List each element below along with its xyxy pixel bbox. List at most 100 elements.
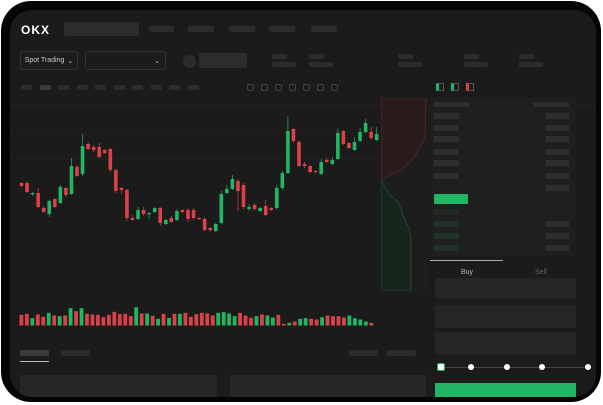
orderbook-layout-bids-icon[interactable] <box>451 83 459 91</box>
candle-body <box>102 150 107 153</box>
candle-body <box>25 183 29 192</box>
volume-bar <box>336 316 341 326</box>
last-price[interactable] <box>434 194 468 204</box>
volume-bar <box>178 313 182 326</box>
volume-bar <box>352 318 357 326</box>
depth-chart <box>381 98 429 291</box>
timeframe-button[interactable] <box>95 85 106 90</box>
candle-body <box>236 181 240 191</box>
app-screen: OKX Spot Trading ⌄ ⌄ Buy Sell <box>10 10 596 397</box>
timeframe-button[interactable] <box>76 85 88 90</box>
volume-bar <box>52 315 57 326</box>
bid-price <box>434 233 459 239</box>
nav-item[interactable] <box>149 26 174 32</box>
candle-body <box>186 210 190 219</box>
volume-bar <box>276 314 281 326</box>
timeframe-button[interactable] <box>21 85 32 90</box>
volume-bar <box>85 313 89 326</box>
chevron-down-icon: ⌄ <box>154 57 160 65</box>
slider-stop-0[interactable] <box>437 363 445 371</box>
settings-icon[interactable] <box>317 84 324 91</box>
amount-input[interactable] <box>435 305 576 328</box>
candle-body <box>80 146 85 174</box>
pair-selector[interactable]: ⌄ <box>85 51 166 70</box>
nav-item[interactable] <box>311 26 337 32</box>
volume-bar <box>232 316 237 326</box>
candle-body <box>341 131 346 144</box>
candle-body <box>47 201 52 214</box>
candle-body <box>352 142 357 150</box>
ask-amount <box>546 173 569 179</box>
candle-body <box>197 218 201 220</box>
orders-panel <box>20 375 217 397</box>
filter-button[interactable] <box>387 350 416 356</box>
buy-tab-underline <box>430 260 503 261</box>
tab-order-history[interactable] <box>61 350 90 356</box>
chart-type-icon[interactable] <box>261 84 268 91</box>
amount-slider[interactable] <box>440 367 588 368</box>
orderbook-layout-both-icon[interactable] <box>436 83 444 91</box>
slider-stop-25[interactable] <box>468 364 474 370</box>
candle-body <box>36 193 40 207</box>
candle-body <box>275 188 279 208</box>
candle-body <box>213 224 218 231</box>
timeframe-button[interactable] <box>39 85 51 90</box>
stat-label <box>309 54 324 59</box>
price-input[interactable] <box>435 278 576 299</box>
candle-body <box>313 171 318 173</box>
volume-bar <box>221 312 226 326</box>
volume-bar <box>358 319 363 326</box>
candlestick-chart[interactable] <box>10 10 596 397</box>
volume-bar <box>188 316 193 326</box>
timeframe-button[interactable] <box>132 85 143 90</box>
search-bar[interactable] <box>64 22 139 36</box>
candle-body <box>330 160 335 164</box>
volume-bar <box>90 314 95 326</box>
nav-item[interactable] <box>229 26 255 32</box>
indicator-icon[interactable] <box>247 84 254 91</box>
measure-icon[interactable] <box>289 84 296 91</box>
slider-stop-75[interactable] <box>539 364 545 370</box>
nav-item[interactable] <box>188 26 214 32</box>
ask-price <box>434 136 459 142</box>
bid-amount <box>546 221 569 227</box>
volume-bar <box>265 315 270 326</box>
tab-sell[interactable]: Sell <box>535 269 547 276</box>
candle-body <box>119 188 124 190</box>
spot-trading-dropdown[interactable]: Spot Trading ⌄ <box>20 51 78 70</box>
candle-body <box>30 193 35 195</box>
candle-body <box>286 131 290 173</box>
timeframe-button[interactable] <box>113 85 125 90</box>
okx-logo[interactable]: OKX <box>21 23 51 37</box>
candle-body <box>363 123 368 132</box>
stat-label <box>464 54 479 59</box>
candle-body <box>64 188 68 195</box>
filter-button[interactable] <box>349 350 378 356</box>
volume-bar <box>167 317 171 326</box>
screenshot-icon[interactable] <box>303 84 310 91</box>
volume-bar <box>210 315 215 326</box>
timeframe-button[interactable] <box>169 85 180 90</box>
candle-body <box>180 210 185 212</box>
fullscreen-icon[interactable] <box>331 84 338 91</box>
total-input[interactable] <box>435 332 576 355</box>
timeframe-button[interactable] <box>187 85 199 90</box>
nav-item[interactable] <box>269 26 295 32</box>
buy-button[interactable] <box>435 383 576 397</box>
volume-bar <box>57 316 62 326</box>
tab-open-orders[interactable] <box>20 350 49 356</box>
ask-amount <box>546 185 569 191</box>
orderbook-layout-asks-icon[interactable] <box>466 83 474 91</box>
timeframe-button[interactable] <box>150 85 162 90</box>
draw-line-icon[interactable] <box>275 84 282 91</box>
slider-stop-50[interactable] <box>504 364 510 370</box>
volume-bar <box>145 313 150 326</box>
candle-body <box>175 211 179 220</box>
timeframe-button[interactable] <box>58 85 69 90</box>
ask-price <box>434 125 459 131</box>
tab-buy[interactable]: Buy <box>461 269 474 276</box>
volume-bar <box>79 308 84 326</box>
stat-label <box>519 54 534 59</box>
slider-stop-100[interactable] <box>585 364 591 370</box>
